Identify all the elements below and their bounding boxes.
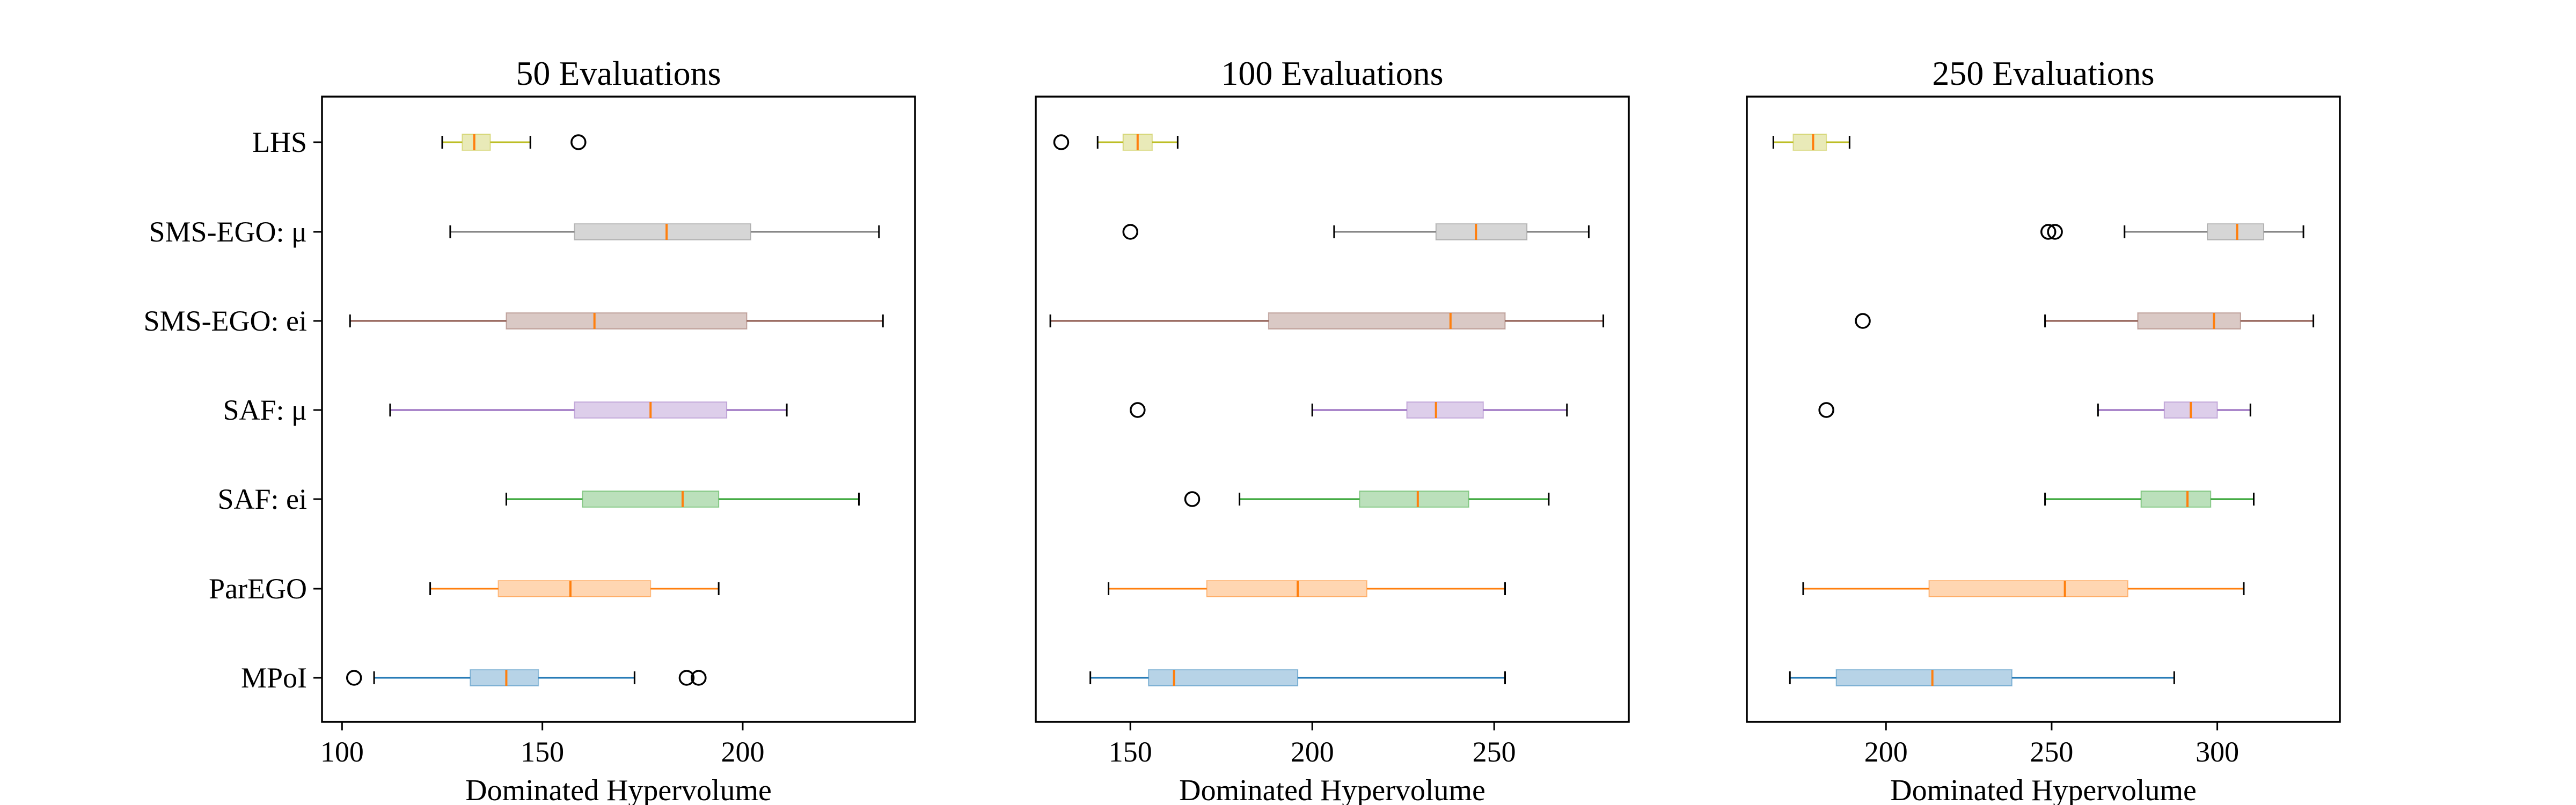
box-lhspanel-1 bbox=[441, 134, 587, 151]
x-tick-label: 300 bbox=[2196, 736, 2239, 768]
box-sms-ego-eipanel-1 bbox=[349, 312, 884, 330]
x-tick-label: 250 bbox=[2030, 736, 2073, 768]
x-tick-label: 200 bbox=[1291, 736, 1334, 768]
box-saf-panel-1 bbox=[389, 401, 788, 419]
x-tick-label: 200 bbox=[721, 736, 764, 768]
outlier-point bbox=[1130, 402, 1146, 418]
iqr-box bbox=[1928, 580, 2128, 597]
category-label: SAF: ei bbox=[217, 483, 307, 515]
panel-1: 50 Evaluations 100 150 200 Dominated Hypervo… bbox=[143, 54, 916, 805]
plot-frame bbox=[1746, 96, 2341, 723]
box-lhspanel-3 bbox=[1772, 134, 1850, 151]
iqr-box bbox=[2137, 312, 2241, 330]
box-saf-eipanel-2 bbox=[1184, 491, 1550, 508]
iqr-box bbox=[1435, 223, 1528, 240]
category-label: SAF: μ bbox=[223, 394, 307, 426]
outlier-point bbox=[1053, 134, 1070, 150]
x-tick-label: 100 bbox=[320, 736, 364, 768]
box-sms-ego-eipanel-3 bbox=[1855, 312, 2315, 330]
iqr-box bbox=[1792, 134, 1827, 151]
category-label: LHS bbox=[252, 126, 307, 158]
category-label: SMS-EGO: μ bbox=[149, 216, 308, 248]
box-paregopanel-3 bbox=[1802, 580, 2245, 597]
panel-3: 250 Evaluations 200 250 300 Dominated Hyperv… bbox=[1746, 54, 2341, 805]
x-tick-label: 150 bbox=[521, 736, 564, 768]
iqr-box bbox=[2207, 223, 2265, 240]
box-paregopanel-1 bbox=[429, 580, 720, 597]
outlier-point bbox=[570, 134, 587, 150]
outlier-point bbox=[691, 670, 707, 686]
x-tick-label: 250 bbox=[1473, 736, 1516, 768]
outlier-point bbox=[1855, 313, 1871, 329]
iqr-box bbox=[1406, 401, 1484, 419]
plot-frame bbox=[1035, 96, 1630, 723]
iqr-box bbox=[462, 134, 491, 151]
box-saf-panel-2 bbox=[1130, 401, 1568, 419]
iqr-box bbox=[497, 580, 652, 597]
iqr-box bbox=[1148, 669, 1299, 686]
iqr-box bbox=[470, 669, 539, 686]
iqr-box bbox=[2140, 491, 2212, 508]
panel-title: 100 Evaluations bbox=[1221, 54, 1443, 92]
x-axis-label: Dominated Hypervolume bbox=[1890, 774, 2197, 805]
box-saf-eipanel-1 bbox=[505, 491, 860, 508]
box-sms-ego-panel-3 bbox=[2040, 223, 2304, 240]
panel-2: 100 Evaluations 150 200 250 Dominated Hyperv… bbox=[1035, 54, 1630, 805]
iqr-box bbox=[1206, 580, 1367, 597]
panel-title: 250 Evaluations bbox=[1932, 54, 2154, 92]
outlier-point bbox=[2047, 224, 2063, 240]
outlier-point bbox=[2040, 224, 2057, 240]
box-saf-eipanel-3 bbox=[2044, 491, 2255, 508]
x-tick-label: 200 bbox=[1864, 736, 1908, 768]
category-label: SMS-EGO: ei bbox=[143, 305, 307, 337]
panel-title: 50 Evaluations bbox=[516, 54, 721, 92]
x-axis-label: Dominated Hypervolume bbox=[1179, 774, 1485, 805]
iqr-box bbox=[506, 312, 748, 330]
outlier-point bbox=[346, 670, 362, 686]
box-mpoipanel-3 bbox=[1789, 669, 2175, 686]
box-mpoipanel-1 bbox=[346, 669, 707, 686]
box-lhspanel-2 bbox=[1053, 134, 1179, 151]
iqr-box bbox=[1268, 312, 1506, 330]
category-label: ParEGO bbox=[209, 573, 307, 605]
box-paregopanel-2 bbox=[1108, 580, 1506, 597]
outlier-point bbox=[1184, 491, 1201, 507]
x-tick-label: 150 bbox=[1109, 736, 1152, 768]
outlier-point bbox=[1818, 402, 1834, 418]
iqr-box bbox=[582, 491, 720, 508]
box-saf-panel-3 bbox=[1818, 401, 2251, 419]
iqr-box bbox=[1835, 669, 2012, 686]
iqr-box bbox=[574, 223, 751, 240]
box-sms-ego-panel-1 bbox=[449, 223, 880, 240]
outlier-point bbox=[678, 670, 695, 686]
category-label: MPoI bbox=[241, 662, 307, 694]
box-sms-ego-eipanel-2 bbox=[1049, 312, 1605, 330]
iqr-box bbox=[1359, 491, 1469, 508]
box-sms-ego-panel-2 bbox=[1122, 223, 1590, 240]
x-axis-label: Dominated Hypervolume bbox=[465, 774, 772, 805]
box-mpoipanel-2 bbox=[1089, 669, 1506, 686]
outlier-point bbox=[1122, 224, 1139, 240]
